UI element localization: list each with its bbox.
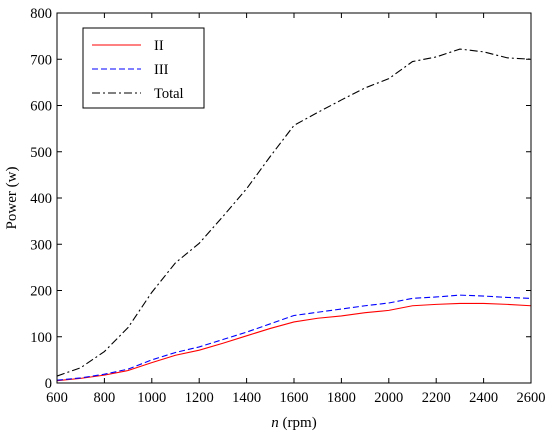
- x-tick-label: 1800: [327, 390, 356, 406]
- legend-box: [82, 27, 205, 109]
- y-tick-label: 300: [30, 237, 52, 253]
- x-tick-label: 2200: [422, 390, 451, 406]
- y-tick-label: 400: [30, 191, 52, 207]
- series-line-iii: [56, 294, 532, 381]
- x-axis-label-unit: (rpm): [279, 415, 317, 431]
- y-tick-label: 0: [45, 376, 52, 392]
- y-tick-label: 100: [30, 330, 52, 346]
- x-axis-label: n (rpm): [271, 415, 316, 431]
- x-tick-label: 2400: [469, 390, 498, 406]
- x-tick-label: 600: [46, 390, 68, 406]
- y-tick-label: 500: [30, 145, 52, 161]
- x-tick-label: 2000: [374, 390, 403, 406]
- x-tick-label: 800: [94, 390, 116, 406]
- series-line-ii: [56, 302, 532, 382]
- legend-label-ii: II: [154, 38, 164, 54]
- x-tick-label: 1000: [137, 390, 166, 406]
- plot-area: [56, 48, 532, 382]
- x-tick-label: 1200: [185, 390, 214, 406]
- x-tick-label: 2600: [517, 390, 546, 406]
- series-line-total: [56, 48, 532, 377]
- legend-label-iii: III: [154, 62, 169, 78]
- x-axis-label-var: n: [271, 415, 279, 431]
- x-tick-label: 1400: [232, 390, 261, 406]
- legend-label-total: Total: [154, 86, 184, 102]
- y-tick-label: 600: [30, 99, 52, 115]
- y-tick-label: 700: [30, 52, 52, 68]
- y-tick-label: 200: [30, 284, 52, 300]
- y-tick-label: 800: [30, 6, 52, 22]
- axes: 600 800 1000 1200 1400 1600 1800 2000 2200 2400 26…: [30, 6, 545, 406]
- x-tick-label: 1600: [280, 390, 309, 406]
- y-axis-label: Power (w): [4, 167, 20, 230]
